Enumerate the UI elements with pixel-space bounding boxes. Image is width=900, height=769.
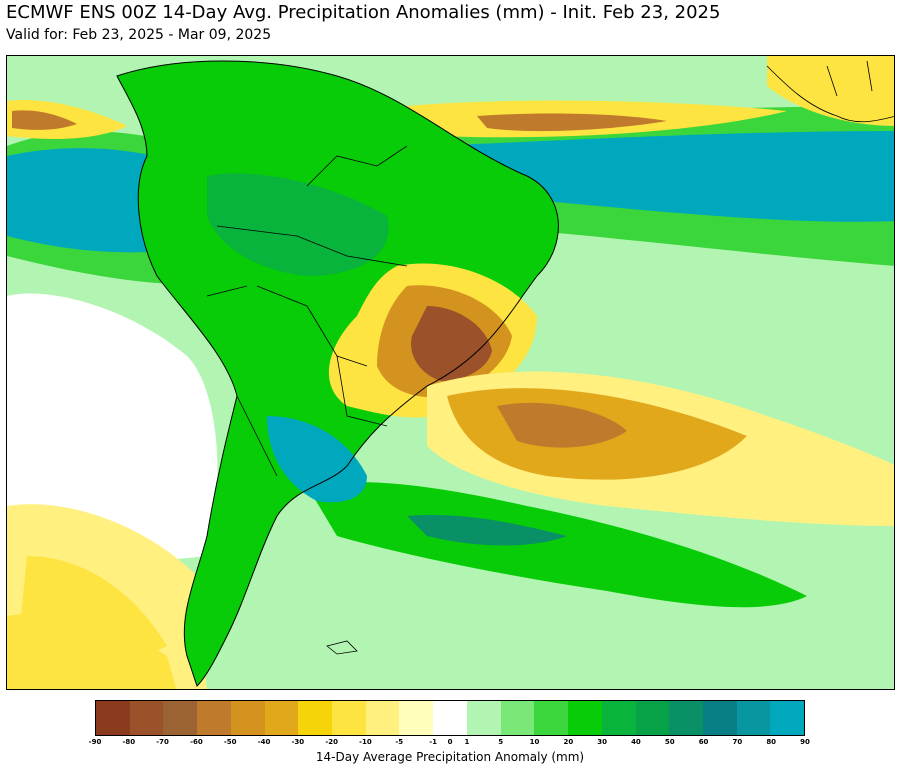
colorbar-tick-label: -40 — [257, 738, 271, 746]
colorbar-tick-label: -50 — [223, 738, 237, 746]
colorbar-tick-label: -5 — [395, 738, 404, 746]
colorbar-swatch — [399, 701, 434, 735]
colorbar-tick-label: 10 — [529, 738, 540, 746]
colorbar-tick-label: 1 — [464, 738, 470, 746]
colorbar-tick-label: 20 — [563, 738, 574, 746]
colorbar-swatch — [433, 701, 467, 735]
northeast-dry-area — [767, 56, 894, 126]
colorbar-tick-label: -60 — [190, 738, 203, 746]
map-canvas — [7, 56, 894, 689]
colorbar-tick-label: 90 — [800, 738, 810, 746]
colorbar-tick-label: 0 — [447, 738, 453, 746]
la-plata-wet-core — [267, 416, 367, 503]
map-title: ECMWF ENS 00Z 14-Day Avg. Precipitation … — [6, 2, 721, 23]
southern-pacific-dry — [7, 613, 177, 689]
south-atlantic-wet-band — [307, 482, 807, 608]
pacific-neutral-area — [7, 293, 218, 576]
colorbar-swatch — [163, 701, 198, 735]
colorbar-swatch — [500, 701, 535, 735]
south-atlantic-dry-core — [497, 402, 627, 448]
colorbar-tick-label: -70 — [156, 738, 169, 746]
brazil-dry-core — [411, 306, 492, 381]
colorbar-swatch — [129, 701, 164, 735]
continent-coastline — [116, 60, 559, 687]
colorbar-swatch — [702, 701, 737, 735]
colorbar-swatch — [264, 701, 299, 735]
colorbar-tick-label: -90 — [88, 738, 102, 746]
colorbar-tick-label: 50 — [664, 738, 675, 746]
colorbar-swatch — [601, 701, 636, 735]
colorbar-swatches — [95, 700, 805, 736]
colorbar-tick-label: 70 — [732, 738, 743, 746]
colorbar-tick-label: 60 — [698, 738, 709, 746]
colorbar-tick-label: -80 — [122, 738, 136, 746]
colorbar-tick-label: 80 — [766, 738, 777, 746]
northwest-dry-core — [12, 110, 77, 130]
colorbar-swatch — [635, 701, 670, 735]
colorbar-tick-label: 40 — [631, 738, 641, 746]
valid-date-subtitle: Valid for: Feb 23, 2025 - Mar 09, 2025 — [6, 27, 272, 43]
colorbar-swatch — [197, 701, 231, 735]
south-atlantic-wet-core — [407, 515, 567, 546]
colorbar-label: 14-Day Average Precipitation Anomaly (mm… — [315, 750, 585, 764]
amazon-wet-core — [207, 173, 389, 276]
colorbar-tick-label: 5 — [498, 738, 504, 746]
africa-borders — [766, 60, 894, 123]
colorbar-tick-label: -20 — [325, 738, 338, 746]
colorbar-swatch — [770, 701, 805, 735]
colorbar-tick-label: 30 — [597, 738, 608, 746]
colorbar-tick-label: -1 — [429, 738, 437, 746]
atlantic-dry-strip-core — [477, 113, 667, 132]
colorbar-ticks: -90 -80 -70 -60 -50 -40 -30 -20 -10 -5 -1 0 1 5 10 20 30… — [89, 738, 810, 750]
colorbar-swatch — [669, 701, 703, 735]
colorbar-swatch — [568, 701, 602, 735]
colorbar-swatch — [298, 701, 333, 735]
colorbar-tick-label: -30 — [291, 738, 305, 746]
colorbar — [95, 700, 805, 736]
country-borders — [206, 145, 408, 477]
colorbar-swatch — [736, 701, 771, 735]
colorbar-swatch — [365, 701, 400, 735]
colorbar-swatch — [534, 701, 569, 735]
colorbar-swatch — [96, 701, 130, 735]
colorbar-tick-label: -10 — [359, 738, 372, 746]
colorbar-swatch — [466, 701, 501, 735]
colorbar-swatch — [332, 701, 366, 735]
colorbar-swatch — [230, 701, 265, 735]
precipitation-anomaly-map — [6, 55, 895, 690]
falkland-islands — [326, 640, 358, 655]
